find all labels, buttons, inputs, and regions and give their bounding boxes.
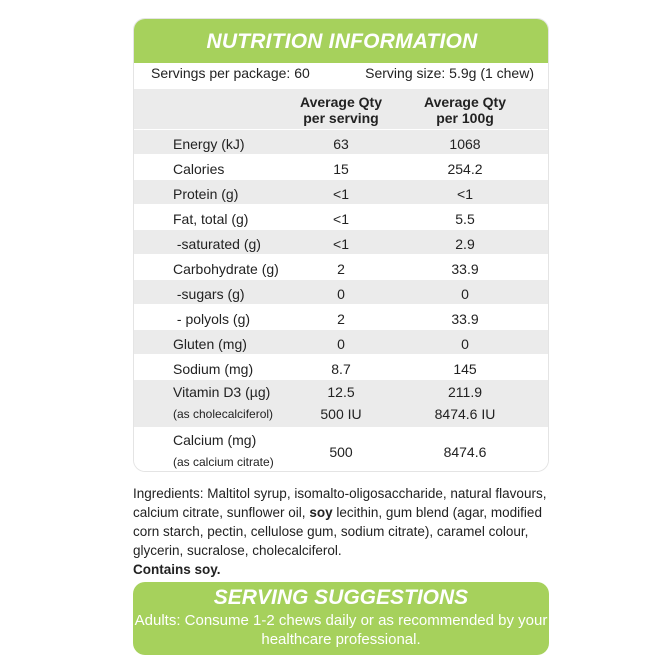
nutrient-label: -saturated (g) (173, 235, 261, 252)
column-header-text: per serving (303, 110, 379, 126)
nutrient-value: 211.9 (448, 384, 482, 400)
nutrient-value: <1 (457, 185, 473, 202)
table-row: Calories 15 254.2 (134, 154, 548, 180)
suggestions-title: SERVING SUGGESTIONS (213, 586, 469, 609)
nutrient-value: 0 (461, 335, 469, 352)
nutrient-label: (as cholecalciferol) (173, 407, 274, 421)
nutrient-value: 63 (333, 135, 349, 152)
nutrient-value: <1 (333, 210, 349, 227)
nutrient-value: 2.9 (455, 235, 475, 252)
nutrient-label: Vitamin D3 (µg) (173, 384, 271, 400)
column-header-text: Average Qty (424, 94, 506, 110)
panel-title: NUTRITION INFORMATION (134, 19, 548, 63)
nutrient-value: 2 (337, 260, 345, 277)
allergen: soy (309, 505, 333, 520)
nutrition-panel: NUTRITION INFORMATION Servings per packa… (133, 18, 549, 472)
nutrient-label: Calories (173, 160, 225, 177)
nutrient-value: 500 (329, 444, 353, 460)
table-row: - polyols (g) 2 33.9 (134, 304, 548, 330)
nutrient-label: (as calcium citrate) (173, 455, 274, 469)
nutrient-value: 2 (337, 310, 345, 327)
table-row: Calcium (mg) (as calcium citrate) 500 8474.… (134, 427, 548, 471)
suggestions-text: Adults: Consume 1-2 chews daily or as re… (134, 612, 548, 648)
nutrient-value: 0 (337, 335, 345, 352)
column-header-text: per 100g (436, 110, 494, 126)
nutrient-value: 15 (333, 160, 349, 177)
column-header: Average Qty per serving Average Qty per 100… (134, 89, 548, 129)
nutrient-label: Protein (g) (173, 185, 239, 202)
table-row: Carbohydrate (g) 2 33.9 (134, 254, 548, 280)
table-row: Sodium (mg) 8.7 145 (134, 354, 548, 380)
table: Average Qty per serving Average Qty per 100… (134, 19, 548, 471)
table-row: Fat, total (g) <1 5.5 (134, 204, 548, 230)
ingredients-text: lecithin, gum blend (agar, modified corn… (133, 505, 542, 558)
nutrient-value: 0 (461, 285, 469, 302)
contains-note: Contains soy. (133, 562, 221, 577)
nutrient-label: - polyols (g) (173, 310, 251, 327)
nutrient-value: <1 (333, 235, 349, 252)
nutrient-label: Gluten (mg) (173, 335, 247, 352)
nutrient-value: 500 IU (320, 406, 362, 422)
nutrient-value: 0 (337, 285, 345, 302)
nutrient-value: 254.2 (447, 160, 483, 177)
ingredients: Ingredients: Maltitol syrup, isomalto-ol… (133, 484, 553, 579)
nutrient-value: 8474.6 IU (434, 406, 496, 422)
servings-per-package: Servings per package: 60 (151, 65, 310, 81)
table-row: Protein (g) <1 <1 (134, 179, 548, 205)
table-row: Energy (kJ) 63 1068 (134, 129, 548, 155)
nutrient-label: Calcium (mg) (173, 432, 257, 448)
nutrient-value: 8474.6 (443, 444, 487, 460)
nutrient-value: 8.7 (331, 360, 351, 377)
table-row: -sugars (g) 0 0 (134, 279, 548, 305)
nutrient-value: 5.5 (455, 210, 475, 227)
table-row: Vitamin D3 (µg) (as cholecalciferol) 12.5 5… (134, 379, 548, 428)
nutrient-label: -sugars (g) (173, 285, 245, 302)
nutrient-value: 33.9 (451, 260, 479, 277)
nutrient-label: Sodium (mg) (173, 360, 254, 377)
serving-size: Serving size: 5.9g (1 chew) (365, 65, 534, 81)
nutrient-value: <1 (333, 185, 349, 202)
nutrient-label: Carbohydrate (g) (173, 260, 279, 277)
table-row: Gluten (mg) 0 0 (134, 329, 548, 355)
serving-suggestions: SERVING SUGGESTIONS Adults: Consume 1-2 … (133, 582, 549, 655)
nutrient-value: 1068 (449, 135, 481, 152)
ingredients-text: Ingredients: Maltitol syrup, isomalto-ol… (133, 486, 547, 520)
nutrient-value: 12.5 (327, 384, 355, 400)
nutrient-value: 33.9 (451, 310, 479, 327)
table-row: -saturated (g) <1 2.9 (134, 229, 548, 255)
nutrient-label: Energy (kJ) (173, 135, 245, 152)
nutrient-value: 145 (453, 360, 477, 377)
nutrient-label: Fat, total (g) (173, 210, 249, 227)
column-header-text: Average Qty (300, 94, 382, 110)
